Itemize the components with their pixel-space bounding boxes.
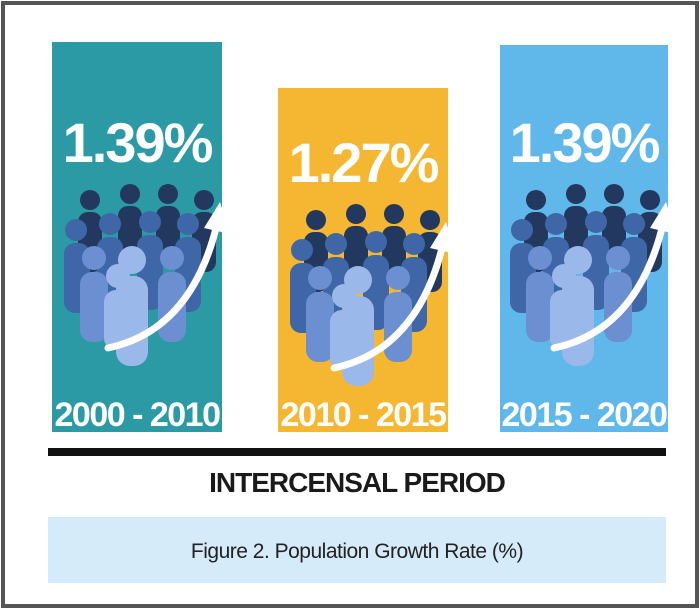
period-label: 2015 - 2020 (502, 396, 668, 434)
period-label: 2000 - 2010 (55, 396, 221, 434)
growth-rate: 1.27% (289, 131, 439, 194)
growth-rate: 1.39% (510, 111, 660, 174)
caption: Figure 2. Population Growth Rate (%) (191, 540, 523, 563)
growth-rate: 1.39% (63, 111, 213, 174)
axis-label: INTERCENSAL PERIOD (209, 467, 506, 498)
caption-box (48, 517, 666, 583)
divider (48, 448, 666, 456)
period-label: 2010 - 2015 (281, 396, 447, 434)
